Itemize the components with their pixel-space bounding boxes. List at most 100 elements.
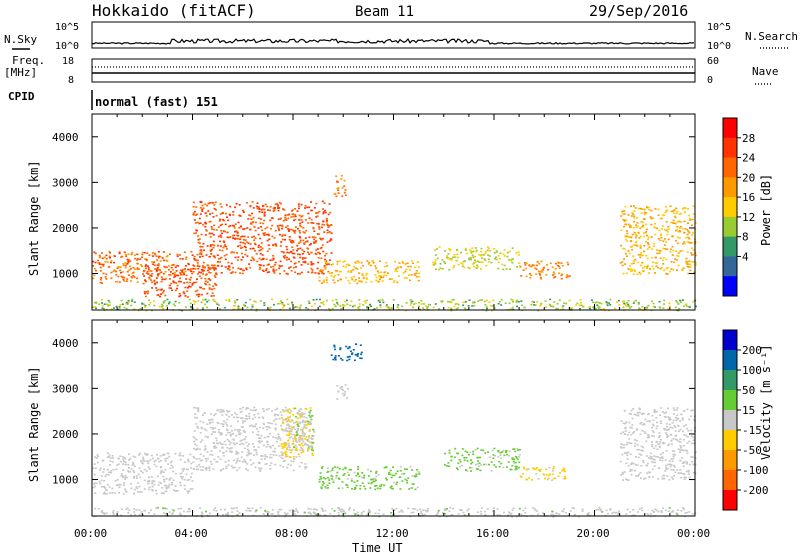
- data-cell: [497, 456, 500, 458]
- data-cell: [174, 452, 177, 455]
- data-cell: [529, 277, 532, 279]
- velocity-colorbar-tick-label: 200: [742, 344, 762, 357]
- data-cell: [308, 236, 311, 239]
- data-cell: [264, 203, 267, 206]
- data-cell: [356, 355, 359, 357]
- velocity-colorbar-segment: [723, 330, 737, 351]
- data-cell: [324, 209, 327, 212]
- data-cell: [350, 271, 353, 273]
- data-cell: [375, 279, 378, 282]
- data-cell: [223, 241, 226, 243]
- data-cell: [553, 276, 556, 279]
- data-cell: [215, 442, 218, 445]
- data-cell: [337, 511, 340, 514]
- data-cell: [312, 299, 315, 301]
- data-cell: [288, 509, 291, 512]
- data-cell: [628, 438, 631, 440]
- data-cell: [624, 304, 627, 307]
- data-cell: [252, 462, 255, 465]
- data-cell: [250, 218, 253, 220]
- data-cell: [626, 441, 629, 444]
- data-cell: [299, 304, 302, 307]
- data-cell: [160, 289, 163, 291]
- data-cell: [156, 454, 159, 456]
- data-cell: [553, 273, 556, 275]
- noise-panel: N.Sky 10^5 10^0 10^5 10^0 N.Search: [4, 21, 798, 52]
- velocity-colorbar-tick-label: 15: [742, 404, 755, 417]
- data-cell: [331, 507, 334, 510]
- data-cell: [623, 213, 626, 215]
- data-cell: [298, 214, 301, 217]
- data-cell: [259, 437, 262, 440]
- data-cell: [389, 473, 392, 476]
- data-cell: [663, 238, 666, 240]
- data-cell: [253, 446, 255, 448]
- data-cell: [287, 442, 290, 445]
- data-cell: [547, 268, 550, 271]
- data-cell: [448, 452, 451, 454]
- data-cell: [356, 353, 359, 356]
- data-cell: [144, 279, 147, 282]
- data-cell: [691, 218, 694, 221]
- data-cell: [253, 225, 256, 228]
- data-cell: [659, 441, 662, 443]
- data-cell: [460, 251, 462, 254]
- data-cell: [323, 224, 326, 226]
- data-cell: [379, 275, 382, 277]
- data-cell: [284, 218, 287, 220]
- data-cell: [311, 447, 314, 449]
- data-cell: [361, 273, 364, 275]
- data-cell: [266, 226, 269, 229]
- data-cell: [480, 513, 483, 515]
- data-cell: [318, 233, 321, 235]
- data-cell: [266, 271, 269, 274]
- data-cell: [321, 237, 324, 240]
- data-cell: [232, 466, 235, 469]
- data-cell: [663, 412, 666, 415]
- data-cell: [300, 439, 303, 441]
- data-cell: [105, 512, 108, 514]
- data-cell: [450, 307, 453, 310]
- data-cell: [680, 413, 683, 416]
- data-cell: [394, 270, 397, 272]
- data-cell: [353, 280, 356, 282]
- data-cell: [214, 427, 217, 429]
- data-cell: [182, 291, 185, 293]
- data-cell: [513, 448, 516, 450]
- data-cell: [618, 304, 621, 306]
- data-cell: [281, 224, 284, 227]
- data-cell: [357, 473, 359, 476]
- data-cell: [321, 271, 324, 273]
- data-cell: [639, 245, 642, 248]
- data-cell: [216, 409, 219, 412]
- data-cell: [256, 428, 258, 430]
- data-cell: [297, 248, 300, 250]
- data-cell: [673, 453, 676, 456]
- data-cell: [327, 270, 330, 273]
- data-cell: [294, 415, 297, 418]
- data-cell: [288, 267, 291, 269]
- data-cell: [670, 458, 673, 460]
- data-cell: [92, 260, 95, 263]
- y-tick-label: 4000: [52, 131, 79, 144]
- data-cell: [635, 217, 638, 219]
- data-cell: [248, 507, 251, 510]
- data-cell: [625, 452, 628, 454]
- data-cell: [385, 477, 387, 480]
- data-cell: [421, 514, 424, 516]
- data-cell: [334, 269, 337, 272]
- data-cell: [464, 308, 467, 310]
- data-cell: [658, 249, 661, 252]
- data-cell: [425, 509, 428, 512]
- data-cell: [239, 238, 242, 240]
- data-cell: [495, 250, 498, 252]
- data-cell: [108, 471, 110, 474]
- data-cell: [123, 460, 125, 463]
- data-cell: [385, 274, 388, 277]
- data-cell: [356, 511, 359, 514]
- data-cell: [633, 217, 636, 219]
- data-cell: [522, 466, 525, 469]
- data-cell: [680, 446, 682, 449]
- data-cell: [338, 478, 341, 480]
- data-cell: [146, 252, 149, 254]
